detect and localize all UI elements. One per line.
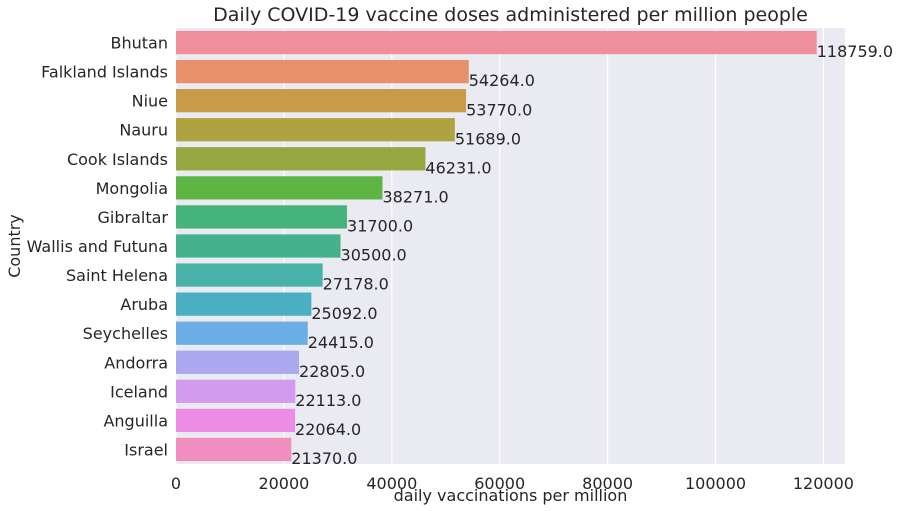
y-tick-label: Saint Helena bbox=[66, 266, 168, 285]
y-tick-label: Aruba bbox=[120, 295, 168, 314]
y-tick-label: Israel bbox=[124, 440, 168, 459]
bar-value-label: 25092.0 bbox=[311, 304, 377, 323]
y-tick-label: Niue bbox=[132, 92, 168, 111]
y-tick-label: Mongolia bbox=[96, 179, 168, 198]
bar bbox=[176, 176, 383, 200]
value-labels: 118759.0 54264.0 53770.0 51689.0 46231.0 3827… bbox=[291, 42, 893, 468]
x-tick-label: 80000 bbox=[582, 474, 633, 493]
bar-value-label: 30500.0 bbox=[341, 246, 407, 265]
bar bbox=[176, 350, 300, 374]
x-tick-label: 40000 bbox=[366, 474, 417, 493]
bar-value-label: 27178.0 bbox=[323, 275, 389, 294]
bar-value-label: 51689.0 bbox=[455, 129, 521, 148]
x-axis-label: daily vaccinations per million bbox=[394, 486, 628, 505]
x-tick-labels: 0 20000 40000 60000 80000 100000 120000 bbox=[171, 474, 854, 493]
y-tick-label: Nauru bbox=[119, 121, 168, 140]
x-tick-label: 100000 bbox=[685, 474, 746, 493]
bar bbox=[176, 30, 817, 55]
bar-value-label: 22064.0 bbox=[295, 420, 361, 439]
bar-value-label: 31700.0 bbox=[347, 217, 413, 236]
bar bbox=[176, 234, 341, 258]
y-tick-label: Seychelles bbox=[83, 324, 168, 343]
bar bbox=[176, 408, 296, 433]
y-tick-label: Anguilla bbox=[103, 411, 168, 430]
bar-value-label: 24415.0 bbox=[308, 333, 374, 352]
bar-value-label: 54264.0 bbox=[469, 71, 535, 90]
bar bbox=[176, 321, 308, 345]
y-tick-label: Cook Islands bbox=[67, 150, 168, 169]
bar bbox=[176, 118, 455, 142]
bar-value-label: 22805.0 bbox=[299, 362, 365, 381]
x-tick-label: 20000 bbox=[258, 474, 309, 493]
y-tick-label: Gibraltar bbox=[98, 208, 169, 227]
bar bbox=[176, 89, 467, 113]
bar bbox=[176, 292, 312, 316]
x-tick-label: 0 bbox=[171, 474, 181, 493]
y-tick-label: Bhutan bbox=[111, 34, 168, 53]
y-tick-label: Wallis and Futuna bbox=[27, 237, 168, 256]
bar bbox=[176, 379, 296, 403]
x-tick-label: 60000 bbox=[474, 474, 525, 493]
bar-value-label: 46231.0 bbox=[425, 158, 491, 177]
bar-value-label: 53770.0 bbox=[466, 100, 532, 119]
bar bbox=[176, 205, 348, 229]
bar bbox=[176, 263, 323, 287]
bars bbox=[176, 30, 817, 462]
bar-value-label: 22113.0 bbox=[295, 391, 361, 410]
y-tick-label: Falkland Islands bbox=[41, 63, 168, 82]
y-tick-label: Andorra bbox=[104, 353, 168, 372]
bar bbox=[176, 147, 426, 171]
bar bbox=[176, 437, 292, 462]
bar-value-label: 38271.0 bbox=[382, 187, 448, 206]
y-tick-labels: Bhutan Falkland Islands Niue Nauru Cook Isla… bbox=[27, 34, 169, 460]
y-axis-label: Country bbox=[5, 214, 24, 278]
x-tick-label: 120000 bbox=[793, 474, 854, 493]
bar-value-label: 21370.0 bbox=[291, 449, 357, 468]
chart-title: Daily COVID-19 vaccine doses administere… bbox=[213, 4, 808, 26]
bar-value-label: 118759.0 bbox=[817, 42, 893, 61]
y-tick-label: Iceland bbox=[110, 382, 168, 401]
bar bbox=[176, 59, 469, 84]
